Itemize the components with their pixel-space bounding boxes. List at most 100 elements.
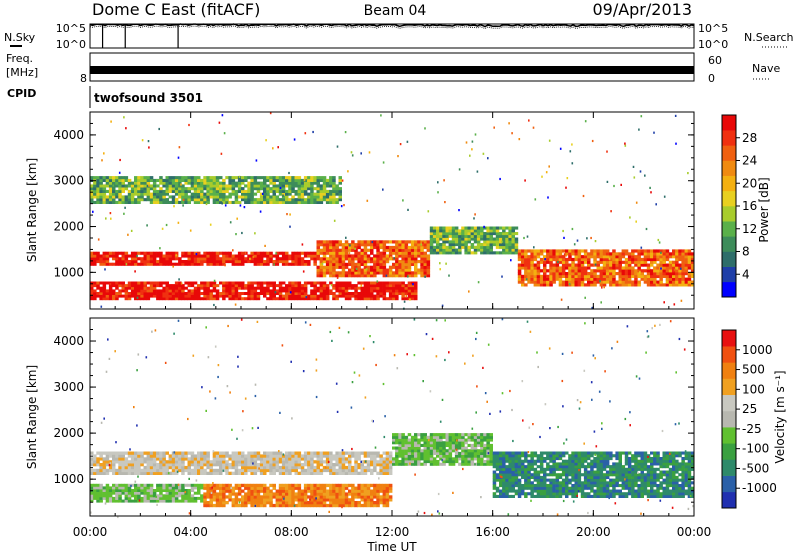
heatmap-cell — [373, 240, 377, 244]
heatmap-cell — [461, 232, 465, 236]
heatmap-cell — [253, 471, 258, 475]
heatmap-cell — [197, 200, 201, 204]
heatmap-cell — [329, 176, 333, 180]
heatmap-cell — [269, 454, 273, 458]
heatmap-cell — [631, 260, 635, 264]
heatmap-cell — [219, 257, 223, 261]
heatmap-cell — [644, 174, 646, 177]
heatmap-cell — [121, 489, 125, 492]
heatmap-cell — [423, 441, 427, 445]
heatmap-cell — [124, 463, 129, 467]
heatmap-cell — [590, 269, 594, 273]
heatmap-cell — [521, 274, 525, 278]
heatmap-cell — [171, 294, 176, 298]
heatmap-cell — [602, 263, 607, 267]
heatmap-cell — [409, 298, 411, 301]
heatmap-cell — [178, 451, 182, 455]
heatmap-cell — [278, 178, 283, 182]
heatmap-cell — [303, 189, 308, 193]
heatmap-cell — [243, 206, 246, 209]
heatmap-cell — [341, 503, 346, 508]
heatmap-cell — [140, 483, 144, 487]
heatmap-cell — [360, 489, 364, 493]
heatmap-cell — [162, 454, 166, 458]
heatmap-cell — [470, 226, 475, 230]
heatmap-cell — [376, 243, 380, 247]
heatmap-cell — [310, 498, 314, 502]
heatmap-cell — [687, 266, 692, 270]
heatmap-cell — [511, 229, 515, 233]
heatmap-cell — [149, 192, 154, 196]
heatmap-cell — [332, 245, 336, 250]
heatmap-cell — [171, 471, 176, 475]
heatmap-cell — [297, 176, 302, 180]
heatmap-cell — [385, 471, 390, 475]
heatmap-cell — [487, 157, 489, 160]
heatmap-cell — [165, 460, 169, 464]
heatmap-cell — [165, 471, 169, 475]
heatmap-cell — [244, 501, 248, 505]
heatmap-cell — [184, 465, 188, 470]
heatmap-cell — [121, 465, 125, 470]
heatmap-cell — [344, 460, 349, 464]
heatmap-cell — [382, 501, 387, 505]
heatmap-cell — [426, 457, 431, 461]
heatmap-cell — [222, 492, 226, 496]
heatmap-cell — [250, 176, 254, 180]
heatmap-cell — [360, 268, 364, 272]
heatmap-cell — [234, 495, 239, 499]
heatmap-cell — [580, 283, 585, 287]
heatmap-cell — [234, 503, 239, 508]
heatmap-cell — [171, 284, 176, 288]
heatmap-cell — [241, 260, 245, 264]
heatmap-cell — [171, 176, 176, 180]
heatmap-cell — [656, 255, 660, 259]
heatmap-cell — [303, 281, 308, 285]
heatmap-cell — [263, 501, 267, 505]
colorbar-tick-label: 20 — [742, 176, 757, 190]
heatmap-cell — [322, 501, 327, 505]
heatmap-cell — [514, 245, 519, 249]
heatmap-cell — [410, 243, 415, 247]
heatmap-cell — [241, 189, 245, 193]
heatmap-cell — [178, 187, 182, 191]
heatmap-cell — [159, 468, 163, 473]
heatmap-cell — [212, 200, 217, 204]
heatmap-cell — [410, 245, 415, 250]
heatmap-cell — [130, 471, 135, 475]
heatmap-cell — [690, 283, 695, 287]
heatmap-cell — [231, 184, 236, 188]
heatmap-cell — [178, 178, 182, 182]
heatmap-cell — [234, 465, 239, 470]
heatmap-cell — [112, 289, 116, 293]
heatmap-cell — [659, 260, 663, 264]
heatmap-cell — [300, 178, 305, 182]
heatmap-cell — [577, 263, 582, 267]
heatmap-cell — [332, 251, 336, 255]
heatmap-cell — [197, 289, 201, 293]
heatmap-cell — [281, 198, 286, 202]
heatmap-cell — [278, 495, 283, 499]
heatmap-cell — [332, 243, 336, 247]
heatmap-cell — [137, 181, 141, 185]
heatmap-cell — [303, 457, 308, 461]
heatmap-cell — [178, 460, 182, 464]
heatmap-cell — [228, 495, 232, 499]
heatmap-cell — [335, 260, 339, 264]
heatmap-cell — [307, 297, 311, 301]
heatmap-cell — [174, 463, 179, 467]
heatmap-cell — [486, 229, 490, 233]
heatmap-cell — [118, 465, 122, 470]
heatmap-cell — [197, 254, 201, 258]
heatmap-cell — [90, 281, 94, 285]
heatmap-cell — [656, 249, 660, 253]
heatmap-cell — [370, 498, 374, 502]
heatmap-cell — [307, 195, 311, 199]
heatmap-cell — [458, 457, 462, 461]
heatmap-cell — [266, 297, 270, 301]
heatmap-cell — [215, 198, 220, 202]
heatmap-cell — [197, 189, 201, 193]
heatmap-cell — [278, 483, 283, 488]
heatmap-cell — [212, 195, 217, 199]
heatmap-cell — [552, 263, 556, 267]
